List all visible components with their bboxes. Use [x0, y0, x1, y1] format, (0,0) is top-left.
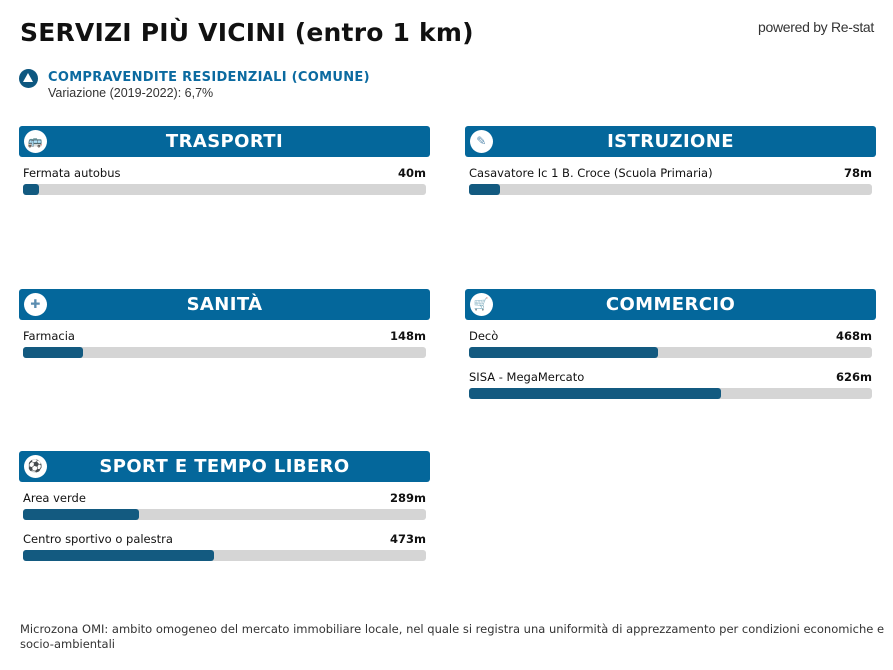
- distance-bar-fill: [23, 509, 140, 520]
- distance-bar-fill: [469, 184, 501, 195]
- footer-note: Microzona OMI: ambito omogeneo del merca…: [20, 622, 884, 652]
- school-icon: ✎: [470, 130, 493, 153]
- section-sanit-: ✚ SANITÀ Farmacia 148m: [19, 289, 430, 361]
- service-distance: 468m: [836, 329, 872, 343]
- trend-title: COMPRAVENDITE RESIDENZIALI (COMUNE): [48, 70, 370, 85]
- section-title: COMMERCIO: [605, 294, 736, 315]
- service-label: Casavatore Ic 1 B. Croce (Scuola Primari…: [469, 166, 713, 180]
- footer-line: Microzona OMI: ambito omogeneo del merca…: [20, 622, 885, 636]
- footer-line: socio-ambientali: [20, 637, 115, 651]
- page-title: SERVIZI PIÙ VICINI (entro 1 km): [20, 18, 474, 47]
- service-distance: 40m: [398, 166, 426, 180]
- section-title: SPORT E TEMPO LIBERO: [99, 456, 350, 477]
- section-sport-e-tempo-libero: ⚽ SPORT E TEMPO LIBERO Area verde 289m Centr…: [19, 451, 430, 564]
- service-item: SISA - MegaMercato 626m: [469, 361, 872, 402]
- service-label: SISA - MegaMercato: [469, 370, 585, 384]
- pharmacy-icon: ✚: [24, 293, 47, 316]
- service-item: Area verde 289m: [23, 482, 426, 523]
- service-item: Casavatore Ic 1 B. Croce (Scuola Primari…: [469, 157, 872, 198]
- service-distance: 78m: [844, 166, 872, 180]
- triangle-up-icon: [19, 69, 38, 88]
- powered-by-logo: powered by Re-stat: [758, 19, 874, 35]
- service-label: Area verde: [23, 491, 86, 505]
- distance-bar-fill: [23, 347, 83, 358]
- section-trasporti: 🚌 TRASPORTI Fermata autobus 40m: [19, 126, 430, 198]
- service-distance: 473m: [390, 532, 426, 546]
- distance-bar: [23, 347, 426, 358]
- sport-icon: ⚽: [24, 455, 47, 478]
- distance-bar: [23, 509, 426, 520]
- section-header: 🛒 COMMERCIO: [465, 289, 876, 320]
- service-item: Centro sportivo o palestra 473m: [23, 523, 426, 564]
- service-distance: 626m: [836, 370, 872, 384]
- section-title: TRASPORTI: [165, 131, 284, 152]
- service-label: Farmacia: [23, 329, 75, 343]
- section-header: ✚ SANITÀ: [19, 289, 430, 320]
- service-item: Fermata autobus 40m: [23, 157, 426, 198]
- section-title: ISTRUZIONE: [607, 131, 734, 152]
- cart-icon: 🛒: [470, 293, 493, 316]
- service-distance: 148m: [390, 329, 426, 343]
- distance-bar: [23, 184, 426, 195]
- service-label: Fermata autobus: [23, 166, 121, 180]
- section-header: ✎ ISTRUZIONE: [465, 126, 876, 157]
- section-title: SANITÀ: [186, 294, 263, 315]
- section-commercio: 🛒 COMMERCIO Decò 468m SISA - MegaMercato 626m: [465, 289, 876, 402]
- distance-bar-fill: [23, 550, 214, 561]
- distance-bar: [469, 347, 872, 358]
- service-item: Farmacia 148m: [23, 320, 426, 361]
- distance-bar-fill: [469, 347, 658, 358]
- distance-bar: [469, 184, 872, 195]
- distance-bar: [23, 550, 426, 561]
- section-istruzione: ✎ ISTRUZIONE Casavatore Ic 1 B. Croce (Scu…: [465, 126, 876, 198]
- service-label: Decò: [469, 329, 499, 343]
- service-item: Decò 468m: [469, 320, 872, 361]
- service-distance: 289m: [390, 491, 426, 505]
- distance-bar-fill: [23, 184, 40, 195]
- section-header: 🚌 TRASPORTI: [19, 126, 430, 157]
- bus-icon: 🚌: [24, 130, 47, 153]
- service-label: Centro sportivo o palestra: [23, 532, 173, 546]
- trend-subtitle: Variazione (2019-2022): 6,7%: [48, 86, 214, 100]
- section-header: ⚽ SPORT E TEMPO LIBERO: [19, 451, 430, 482]
- distance-bar-fill: [469, 388, 722, 399]
- distance-bar: [469, 388, 872, 399]
